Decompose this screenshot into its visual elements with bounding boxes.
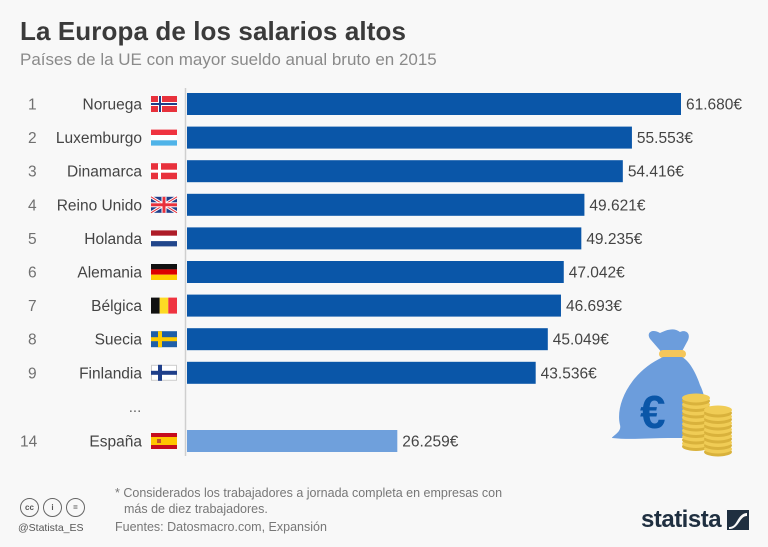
flag-be-icon <box>151 297 177 314</box>
country-label: Finlandia <box>79 365 142 382</box>
coins-icon <box>682 393 732 457</box>
bar <box>187 294 561 317</box>
footnote: * Considerados los trabajadores a jornad… <box>115 485 502 517</box>
value-label: 54.416€ <box>628 164 684 181</box>
money-bag-icon: € <box>612 329 706 439</box>
country-label: Reino Unido <box>57 197 142 214</box>
license-icons: cc i = <box>20 498 85 517</box>
bar-row: 3 Dinamarca 54.416€ <box>28 160 684 183</box>
no-derivatives-icon: = <box>66 498 85 517</box>
coin <box>682 393 710 403</box>
bar-row: 4 Reino Unido 49.621€ <box>28 193 646 216</box>
value-label: 43.536€ <box>541 365 597 382</box>
gap-ellipsis: ... <box>129 399 142 416</box>
bar <box>187 261 564 283</box>
bar <box>187 93 681 115</box>
country-label: Noruega <box>83 97 143 114</box>
statista-wordmark: statista <box>641 506 722 533</box>
country-label: Luxemburgo <box>56 130 142 147</box>
value-label: 45.049€ <box>553 332 609 349</box>
country-label: Holanda <box>84 231 142 248</box>
statista-logo-icon <box>727 510 750 530</box>
value-label: 61.680€ <box>686 97 742 114</box>
bar <box>187 193 585 216</box>
flag-fi-icon <box>151 364 177 381</box>
country-label: Suecia <box>95 332 143 349</box>
bar-row: 7 Bélgica 46.693€ <box>28 294 622 317</box>
country-label: Bélgica <box>91 298 142 315</box>
bar <box>187 430 398 452</box>
value-label: 46.693€ <box>566 298 622 315</box>
svg-text:€: € <box>640 386 666 438</box>
bar-row: 9 Finlandia 43.536€ <box>28 361 597 384</box>
bar <box>187 328 548 351</box>
rank-label: 8 <box>28 332 37 349</box>
value-label: 47.042€ <box>569 265 625 282</box>
flag-lu-icon <box>151 129 177 146</box>
chart-subtitle: Países de la UE con mayor sueldo anual b… <box>20 50 437 69</box>
flag-no-icon <box>151 96 177 112</box>
source-text: Fuentes: Datosmacro.com, Expansión <box>115 520 327 534</box>
flag-se-icon <box>151 331 177 348</box>
flag-de-icon <box>151 264 177 280</box>
rank-label: 2 <box>28 130 37 147</box>
bar-row: 6 Alemania 47.042€ <box>28 261 625 283</box>
rank-label: 7 <box>28 298 37 315</box>
flag-nl-icon <box>151 230 177 247</box>
value-label: 55.553€ <box>637 130 693 147</box>
cc-icon: cc <box>20 498 39 517</box>
bar-row: 1 Noruega 61.680€ <box>28 93 742 115</box>
bar <box>187 160 623 183</box>
bar-row: 14 España 26.259€ <box>20 430 459 452</box>
value-label: 49.235€ <box>586 231 642 248</box>
bar-row: 5 Holanda 49.235€ <box>28 227 643 250</box>
rank-label: 5 <box>28 231 37 248</box>
bar <box>187 126 632 149</box>
statista-logo[interactable]: statista <box>641 506 750 534</box>
bar <box>187 361 536 384</box>
flag-dk-icon <box>151 163 177 180</box>
bar <box>187 227 582 250</box>
value-label: 49.621€ <box>589 197 645 214</box>
twitter-handle: @Statista_ES <box>18 522 84 534</box>
country-label: Alemania <box>77 265 142 282</box>
rank-label: 9 <box>28 365 37 382</box>
rank-label: 3 <box>28 164 37 181</box>
chart-title: La Europa de los salarios altos <box>20 16 407 46</box>
country-label: España <box>89 434 142 451</box>
bar-row: 2 Luxemburgo 55.553€ <box>28 126 693 149</box>
attribution-icon: i <box>43 498 62 517</box>
value-label: 26.259€ <box>402 434 458 451</box>
footnote-line-1: * Considerados los trabajadores a jornad… <box>115 486 503 500</box>
flag-gb-icon <box>150 195 178 215</box>
rank-label: 4 <box>28 197 37 214</box>
flag-es-icon <box>151 433 177 449</box>
country-label: Dinamarca <box>67 164 142 181</box>
bar-row: 8 Suecia 45.049€ <box>28 328 609 351</box>
coin <box>704 405 732 415</box>
footnote-line-2: más de diez trabajadores. <box>124 502 268 516</box>
rank-label: 1 <box>28 97 37 114</box>
rank-label: 14 <box>20 434 38 451</box>
rank-label: 6 <box>28 265 37 282</box>
